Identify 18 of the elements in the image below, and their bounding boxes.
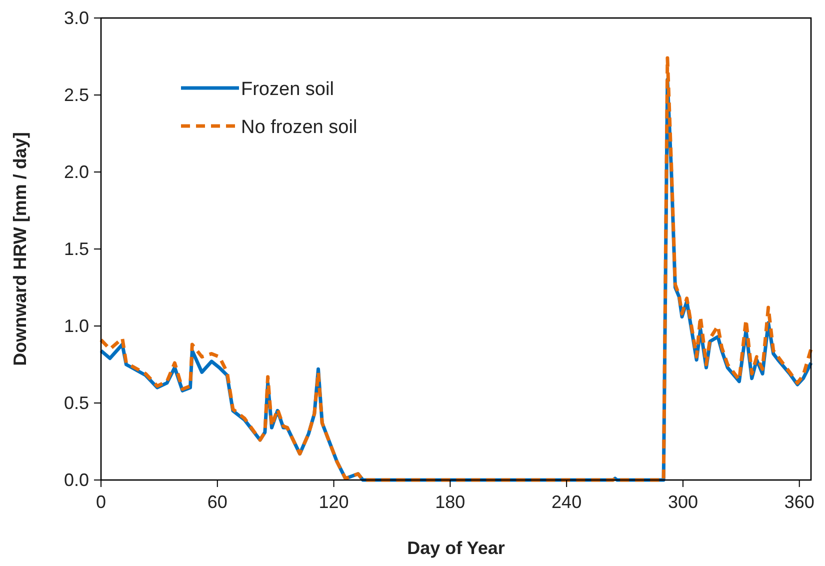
x-tick-label: 360 [784, 492, 814, 512]
y-tick-label: 0.0 [64, 470, 89, 490]
x-tick-label: 120 [318, 492, 349, 512]
y-tick-label: 2.0 [64, 162, 89, 182]
y-tick-label: 0.5 [64, 393, 89, 413]
legend-label: Frozen soil [241, 79, 334, 100]
x-tick-label: 300 [668, 492, 698, 512]
y-tick-label: 2.5 [64, 85, 89, 105]
y-axis-title: Downward HRW [mm / day] [10, 132, 30, 366]
x-tick-label: 0 [96, 492, 106, 512]
y-tick-label: 1.5 [64, 239, 89, 259]
x-axis-title: Day of Year [407, 538, 505, 558]
legend-label: No frozen soil [241, 117, 358, 138]
y-tick-label: 3.0 [64, 8, 89, 28]
x-tick-label: 180 [435, 492, 466, 512]
y-tick-label: 1.0 [64, 316, 89, 336]
x-tick-label: 60 [207, 492, 228, 512]
x-tick-label: 240 [552, 492, 582, 512]
